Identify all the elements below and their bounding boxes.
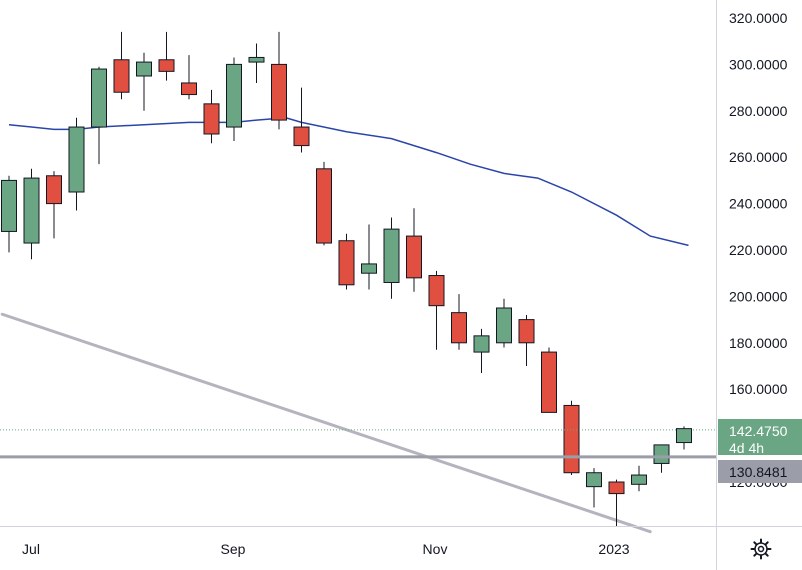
candle[interactable] bbox=[91, 66, 107, 165]
candle[interactable] bbox=[563, 400, 580, 476]
candle-body-down bbox=[203, 103, 220, 135]
candle-body-down bbox=[113, 59, 130, 93]
candle-body-up bbox=[1, 179, 17, 232]
x-tick-label: Jul bbox=[22, 541, 40, 557]
candle-body-up bbox=[496, 307, 512, 344]
candle-body-up bbox=[68, 126, 85, 193]
candle[interactable] bbox=[1, 175, 17, 253]
plot-area bbox=[0, 31, 716, 534]
candle-body-down bbox=[563, 404, 580, 474]
candle-body-up bbox=[361, 263, 377, 274]
candle-body-up bbox=[23, 177, 40, 244]
y-tick-label: 300.0000 bbox=[729, 56, 788, 72]
candle[interactable] bbox=[518, 314, 535, 366]
candle[interactable] bbox=[23, 168, 40, 260]
y-tick-label: 260.0000 bbox=[729, 149, 788, 165]
candle-body-up bbox=[226, 63, 242, 128]
trendline[interactable] bbox=[0, 312, 652, 534]
y-axis[interactable]: 320.0000 300.0000 280.0000 260.0000 240.0000… bbox=[729, 10, 788, 490]
countdown-value: 4d 4h bbox=[729, 440, 764, 456]
gear-icon bbox=[750, 538, 772, 560]
candle-body-up bbox=[383, 228, 400, 283]
y-tick-label: 220.0000 bbox=[729, 242, 788, 258]
last-price-value: 142.4750 bbox=[729, 423, 788, 439]
candle-body-down bbox=[608, 481, 625, 495]
last-price-tag: 142.4750 4d 4h bbox=[718, 419, 802, 456]
candle-body-up bbox=[473, 335, 490, 353]
x-tick-label: 2023 bbox=[598, 541, 629, 557]
candle[interactable] bbox=[608, 479, 625, 527]
candle[interactable] bbox=[586, 468, 602, 508]
candle-body-up bbox=[676, 428, 692, 444]
candle-body-up bbox=[136, 61, 152, 77]
y-tick-label: 160.0000 bbox=[729, 381, 788, 397]
candle[interactable] bbox=[631, 465, 647, 492]
candle[interactable] bbox=[46, 171, 62, 239]
candle[interactable] bbox=[451, 294, 467, 350]
candle[interactable] bbox=[428, 270, 445, 350]
candle-body-down bbox=[518, 319, 535, 344]
candle[interactable] bbox=[383, 217, 400, 299]
y-tick-label: 200.0000 bbox=[729, 288, 788, 304]
candle-body-down bbox=[451, 312, 467, 344]
x-axis[interactable]: Jul Sep Nov 2023 bbox=[22, 541, 630, 557]
candle-body-up bbox=[631, 474, 647, 485]
candle[interactable] bbox=[496, 298, 512, 348]
candle-body-down bbox=[271, 63, 287, 121]
y-tick-label: 180.0000 bbox=[729, 335, 788, 351]
candle-body-down bbox=[181, 82, 197, 96]
candle-body-down bbox=[406, 235, 422, 279]
candle-body-up bbox=[653, 444, 670, 464]
candle-body-up bbox=[248, 56, 265, 63]
y-tick-label: 280.0000 bbox=[729, 103, 788, 119]
y-tick-label: 240.0000 bbox=[729, 196, 788, 212]
horizontal-line-value: 130.8481 bbox=[729, 464, 788, 480]
x-tick-label: Sep bbox=[221, 541, 246, 557]
x-tick-label: Nov bbox=[423, 541, 448, 557]
candle-body-down bbox=[158, 59, 175, 72]
candle-body-down bbox=[338, 240, 355, 286]
candle[interactable] bbox=[406, 208, 422, 292]
y-tick-label: 320.0000 bbox=[729, 10, 788, 26]
candle[interactable] bbox=[473, 328, 490, 373]
candle[interactable] bbox=[113, 31, 130, 100]
candle[interactable] bbox=[136, 52, 152, 111]
candle-body-down bbox=[46, 175, 62, 205]
candle[interactable] bbox=[338, 233, 355, 290]
candle-body-down bbox=[541, 351, 557, 413]
candle[interactable] bbox=[676, 426, 692, 450]
candle[interactable] bbox=[68, 117, 85, 211]
candle-body-down bbox=[428, 275, 445, 307]
candle-body-up bbox=[91, 68, 107, 128]
settings-button[interactable] bbox=[750, 538, 772, 560]
candle[interactable] bbox=[653, 444, 670, 473]
candle[interactable] bbox=[293, 87, 310, 153]
candles-group bbox=[1, 31, 692, 527]
candle[interactable] bbox=[158, 31, 175, 81]
candle-body-up bbox=[586, 472, 602, 488]
candle[interactable] bbox=[361, 224, 377, 290]
candle[interactable] bbox=[271, 31, 287, 130]
candle[interactable] bbox=[203, 89, 220, 144]
moving-average-line[interactable] bbox=[8, 117, 689, 247]
candle[interactable] bbox=[316, 161, 332, 246]
candle[interactable] bbox=[181, 55, 197, 100]
candle[interactable] bbox=[248, 43, 265, 83]
candle-body-down bbox=[316, 168, 332, 244]
candle-body-down bbox=[293, 126, 310, 147]
candle[interactable] bbox=[226, 57, 242, 141]
horizontal-line-tag: 130.8481 bbox=[718, 460, 802, 483]
candle[interactable] bbox=[541, 347, 557, 413]
